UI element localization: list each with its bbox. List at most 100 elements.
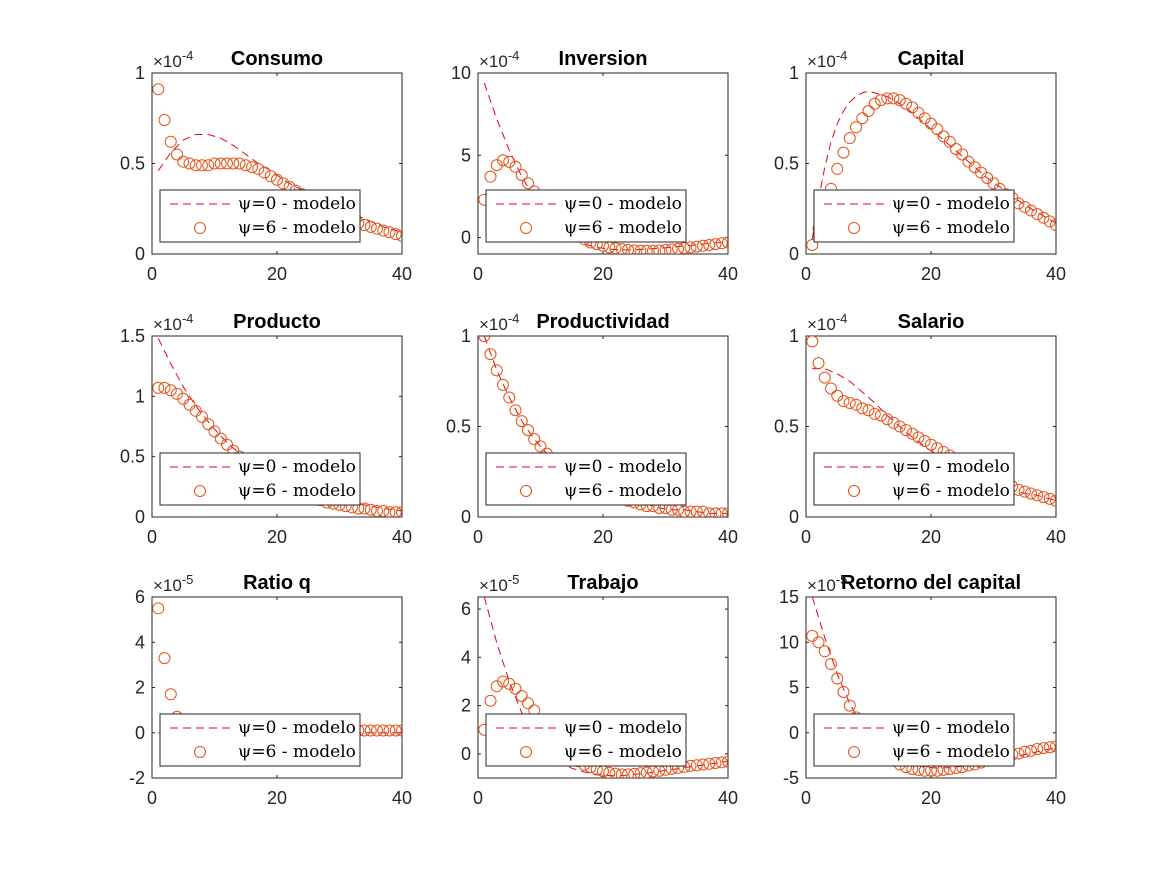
- multiplier-exponent: -5: [508, 572, 520, 587]
- series-marker-psi6: [183, 398, 196, 411]
- multiplier-base: ×10: [479, 52, 508, 71]
- series-marker-psi6: [371, 504, 383, 517]
- series-marker-psi6: [931, 123, 944, 136]
- series-marker-psi6: [640, 766, 653, 778]
- series-marker-psi6: [843, 132, 856, 145]
- y-tick-label: 0.5: [774, 417, 799, 437]
- series-marker-psi6: [806, 336, 819, 348]
- series-marker-psi6: [515, 169, 528, 182]
- series-marker-psi6: [522, 424, 534, 437]
- series-marker-psi6: [653, 244, 666, 254]
- legend: ψ=0 - modelo ψ=6 - modelo: [159, 189, 361, 243]
- series-marker-psi6: [528, 433, 541, 446]
- series-marker-psi6: [622, 243, 634, 254]
- legend-entry: ψ=0 - modelo: [564, 194, 682, 214]
- series-marker-psi6: [364, 503, 377, 516]
- x-tick-label: 20: [593, 788, 613, 808]
- y-tick-label: 1: [135, 386, 145, 406]
- legend: ψ=0 - modelo ψ=6 - modelo: [159, 713, 361, 767]
- x-tick-label: 20: [267, 788, 287, 808]
- legend-box: [159, 713, 361, 767]
- series-marker-psi6: [1018, 745, 1031, 758]
- legend: ψ=0 - modelo ψ=6 - modelo: [485, 189, 687, 243]
- series-marker-psi6: [364, 220, 377, 233]
- y-tick-label: 0: [461, 507, 471, 527]
- series-marker-psi6: [503, 391, 516, 404]
- multiplier-exponent: -4: [182, 48, 194, 63]
- series-marker-psi6: [690, 505, 703, 517]
- series-marker-psi6: [396, 506, 402, 517]
- subplot-title: Capital: [898, 48, 965, 70]
- legend-entry: ψ=0 - modelo: [238, 718, 356, 738]
- series-marker-psi6: [164, 688, 177, 701]
- x-tick-label: 20: [921, 264, 941, 284]
- series-marker-psi6: [856, 112, 869, 125]
- legend: ψ=0 - modelo ψ=6 - modelo: [485, 452, 687, 506]
- series-marker-psi6: [1018, 200, 1031, 213]
- x-tick-label: 0: [801, 788, 811, 808]
- series-marker-psi6: [164, 384, 177, 397]
- y-tick-label: 0: [135, 244, 145, 264]
- legend: ψ=0 - modelo ψ=6 - modelo: [813, 189, 1015, 243]
- series-marker-psi6: [233, 157, 246, 170]
- series-marker-psi6: [509, 160, 522, 173]
- legend: ψ=0 - modelo ψ=6 - modelo: [159, 452, 361, 506]
- y-axis-multiplier: ×10-4: [479, 311, 519, 334]
- series-marker-psi6: [684, 505, 697, 517]
- series-marker-psi6: [862, 105, 875, 118]
- series-marker-psi6: [881, 413, 894, 426]
- y-tick-label: 0: [789, 723, 799, 743]
- legend-box: [485, 713, 687, 767]
- series-marker-psi6: [722, 507, 728, 517]
- legend-box: [485, 452, 687, 506]
- y-tick-label: 0: [461, 744, 471, 764]
- x-tick-label: 40: [1046, 788, 1066, 808]
- legend-entry: ψ=6 - modelo: [564, 742, 682, 762]
- series-marker-psi6: [715, 507, 728, 517]
- series-marker-psi6: [868, 407, 881, 420]
- series-marker-psi6: [722, 236, 728, 249]
- series-line-psi0: [812, 368, 1056, 502]
- legend-marker-swatch: [848, 222, 860, 234]
- series-marker-psi6: [1037, 211, 1050, 224]
- series-marker-psi6: [831, 672, 844, 685]
- legend-entry: ψ=0 - modelo: [892, 457, 1010, 477]
- series-marker-psi6: [534, 440, 547, 453]
- series-marker-psi6: [812, 636, 825, 649]
- x-tick-label: 20: [593, 527, 613, 547]
- series-marker-psi6: [522, 177, 534, 190]
- multiplier-exponent: -4: [836, 311, 848, 326]
- series-marker-psi6: [383, 226, 396, 239]
- multiplier-base: ×10: [479, 576, 508, 595]
- series-marker-psi6: [490, 680, 503, 693]
- legend-box: [159, 189, 361, 243]
- series-marker-psi6: [862, 404, 875, 417]
- y-tick-label: 0: [461, 228, 471, 248]
- y-tick-label: -2: [129, 768, 145, 788]
- x-tick-label: 40: [392, 264, 412, 284]
- y-axis-multiplier: ×10-4: [153, 48, 193, 71]
- x-tick-label: 0: [801, 264, 811, 284]
- series-marker-psi6: [893, 420, 906, 433]
- multiplier-base: ×10: [807, 576, 836, 595]
- series-marker-psi6: [221, 438, 233, 451]
- legend-entry: ψ=0 - modelo: [564, 718, 682, 738]
- legend-marker-swatch: [194, 746, 206, 758]
- series-marker-psi6: [396, 724, 402, 737]
- multiplier-exponent: -4: [508, 48, 520, 63]
- series-marker-psi6: [377, 724, 390, 737]
- subplot-8: 0 20 40 0 2 4 6 ×10-5 Trabajo ψ=0 - modelo ψ=6 - m…: [461, 572, 738, 808]
- subplot-title: Retorno del capital: [841, 572, 1021, 594]
- series-marker-psi6: [371, 222, 383, 235]
- legend-marker-swatch: [520, 222, 532, 234]
- x-tick-label: 0: [147, 264, 157, 284]
- series-marker-psi6: [812, 357, 825, 370]
- series-marker-psi6: [1025, 487, 1037, 500]
- series-marker-psi6: [703, 757, 716, 770]
- series-marker-psi6: [628, 767, 641, 778]
- series-marker-psi6: [684, 241, 697, 254]
- series-marker-psi6: [389, 228, 402, 241]
